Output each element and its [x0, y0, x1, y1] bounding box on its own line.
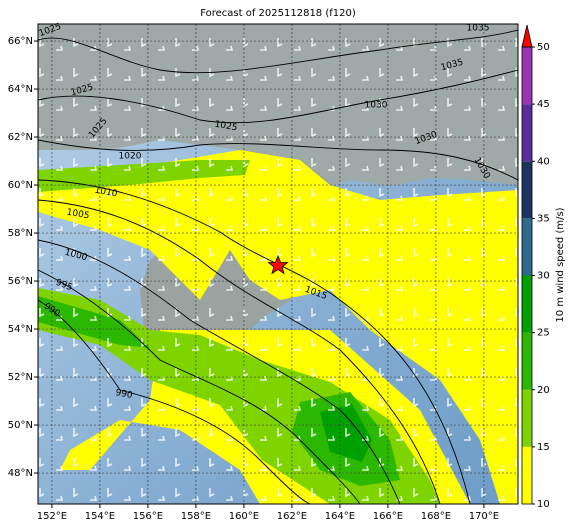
- x-tick-label: 158°E: [181, 511, 211, 522]
- contour-label: 1005: [66, 208, 90, 222]
- colorbar-tick-label: 20: [537, 385, 550, 396]
- colorbar-segment: [522, 161, 532, 219]
- colorbar-extend: [521, 24, 533, 48]
- contour-label: 1035: [467, 24, 490, 34]
- colorbar-tick-label: 10: [537, 499, 550, 510]
- y-tick-label: 58°N: [8, 228, 33, 239]
- colorbar-tick-label: 40: [537, 156, 550, 167]
- x-tick-label: 164°E: [325, 511, 355, 522]
- x-tick-label: 170°E: [469, 511, 499, 522]
- contour-label: 1010: [94, 186, 119, 200]
- map-frame: [37, 23, 519, 505]
- contour-label: 990: [115, 388, 134, 401]
- x-tick-label: 154°E: [85, 511, 115, 522]
- isobar: [38, 139, 518, 181]
- colorbar-label: 10 m wind speed (m/s): [555, 207, 566, 322]
- colorbar-tick-label: 30: [537, 271, 550, 282]
- x-tick-label: 152°E: [37, 511, 67, 522]
- y-tick-label: 50°N: [8, 420, 33, 431]
- isobar: [38, 299, 311, 504]
- y-tick-label: 64°N: [8, 84, 33, 95]
- isobar: [38, 179, 471, 504]
- colorbar-segment: [522, 218, 532, 276]
- contour-label: 1030: [365, 101, 388, 111]
- isobar: [38, 199, 441, 504]
- isobar: [38, 269, 361, 504]
- location-marker: [267, 254, 289, 275]
- x-tick-label: 160°E: [229, 511, 259, 522]
- y-tick-label: 62°N: [8, 132, 33, 143]
- colorbar-segment: [522, 332, 532, 390]
- colorbar-tick-label: 35: [537, 213, 550, 224]
- y-tick-label: 60°N: [8, 180, 33, 191]
- colorbar-segment: [522, 446, 532, 504]
- colorbar-tick-label: 15: [537, 442, 550, 453]
- colorbar-segment: [522, 104, 532, 162]
- colorbar-segment: [522, 389, 532, 447]
- colorbar-tick-label: 50: [537, 42, 550, 53]
- colorbar-segment: [522, 275, 532, 333]
- colorbar-tick-label: 45: [537, 99, 550, 110]
- y-tick-label: 54°N: [8, 324, 33, 335]
- x-tick-label: 168°E: [421, 511, 451, 522]
- contour-label: 1020: [119, 152, 142, 162]
- isobar: [38, 239, 401, 504]
- y-tick-label: 66°N: [8, 36, 33, 47]
- isobar: [38, 69, 518, 124]
- isobar: [38, 29, 518, 74]
- y-tick-label: 52°N: [8, 372, 33, 383]
- y-tick-label: 56°N: [8, 276, 33, 287]
- map-area: [38, 24, 518, 504]
- x-tick-label: 156°E: [133, 511, 163, 522]
- grid: [38, 24, 518, 504]
- colorbar-tick-label: 25: [537, 328, 550, 339]
- colorbar-segment: [522, 47, 532, 105]
- map-title: Forecast of 2025112818 (f120): [200, 8, 356, 19]
- x-tick-label: 166°E: [373, 511, 403, 522]
- y-tick-label: 48°N: [8, 468, 33, 479]
- isobars: [38, 29, 518, 504]
- contour-label: 1025: [214, 120, 238, 134]
- x-tick-label: 162°E: [277, 511, 307, 522]
